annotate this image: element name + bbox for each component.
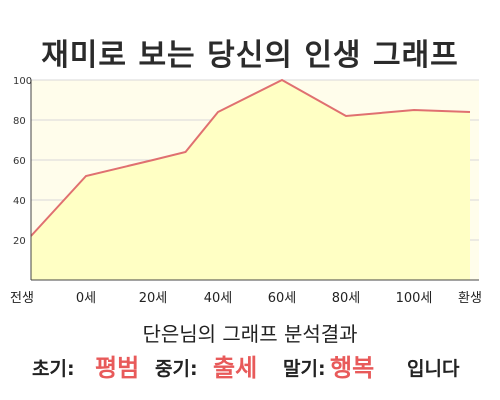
y-tick-label: 40 — [13, 196, 26, 207]
page-title: 재미로 보는 당신의 인생 그래프 — [41, 38, 459, 73]
life-area-fill — [31, 80, 470, 280]
life-line-series — [30, 78, 471, 237]
y-tick-label: 80 — [13, 116, 26, 127]
x-tick-label: 100세 — [396, 291, 433, 306]
x-tick-label: 80세 — [332, 291, 361, 306]
late-label: 말기: — [283, 358, 326, 380]
x-tick-label: 전생 — [10, 291, 34, 306]
result-summary: 초기: 평범 중기: 출세 말기: 행복 입니다 — [0, 346, 500, 382]
x-tick-label: 환생 — [458, 291, 482, 306]
early-label: 초기: — [32, 358, 75, 380]
result-suffix: 입니다 — [407, 358, 460, 380]
life-graph-chart: 20 40 60 80 100 전생 0세 20세 40세 60세 80세 100세 환생 — [10, 76, 482, 306]
x-tick-label: 0세 — [76, 291, 96, 306]
late-value: 행복 — [330, 354, 375, 382]
x-tick-label: 40세 — [204, 291, 233, 306]
y-tick-label: 20 — [13, 236, 26, 247]
x-tick-label: 20세 — [139, 291, 168, 306]
x-tick-label: 60세 — [268, 291, 297, 306]
y-tick-label: 60 — [13, 156, 26, 167]
result-title: 단은님의 그래프 분석결과 — [142, 322, 358, 346]
y-tick-label: 100 — [13, 76, 32, 87]
early-value: 평범 — [95, 354, 140, 382]
middle-label: 중기: — [155, 358, 198, 380]
middle-value: 출세 — [213, 354, 258, 382]
